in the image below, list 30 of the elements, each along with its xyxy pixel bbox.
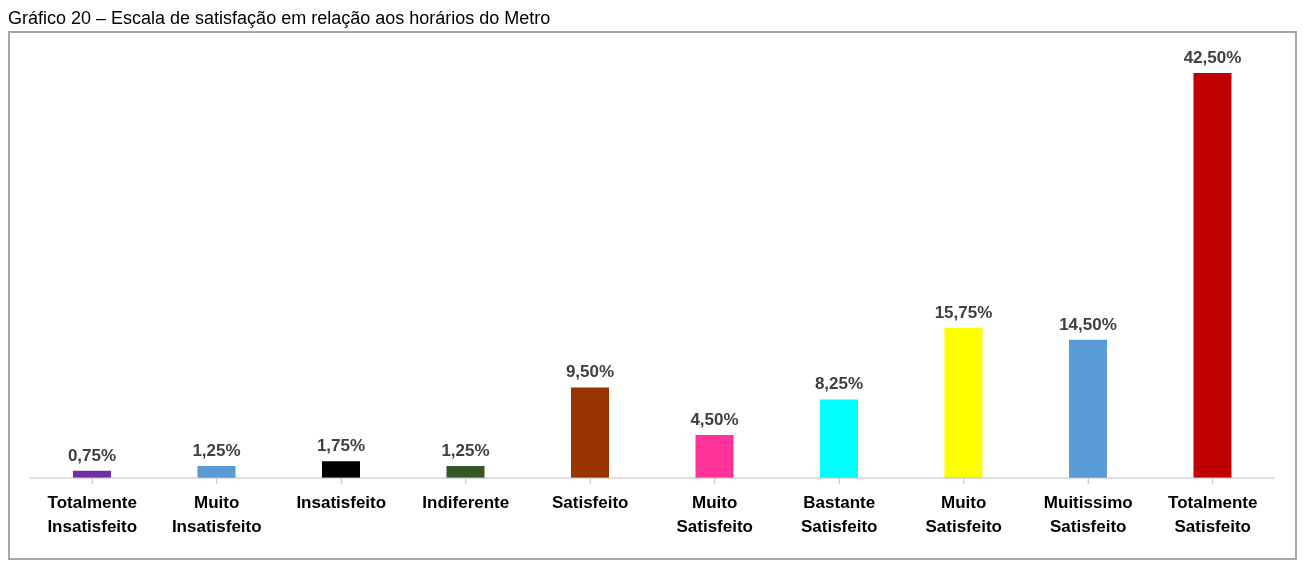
- x-tick-label: Muito Satisfeito: [676, 493, 754, 536]
- x-tick-label: Muito Satisfeito: [925, 493, 1003, 536]
- x-tick-label: Totalmente Satisfeito: [1168, 493, 1258, 536]
- x-tick-label: Totalmente Insatisfeito: [47, 493, 138, 536]
- x-tick-label: Satisfeito: [551, 493, 629, 512]
- bar: [820, 399, 858, 478]
- x-tick-label: Muitissimo Satisfeito: [1043, 493, 1133, 536]
- data-label: 1,75%: [316, 436, 366, 456]
- data-label: 8,25%: [814, 374, 864, 394]
- bar: [944, 327, 983, 478]
- data-label: 14,50%: [1059, 314, 1117, 334]
- bar: [695, 435, 734, 478]
- bar: [322, 461, 360, 478]
- data-label: 1,25%: [192, 441, 241, 461]
- bar: [1193, 73, 1232, 478]
- bar: [1069, 339, 1107, 478]
- bar: [446, 466, 485, 478]
- bar: [197, 466, 236, 478]
- data-label: 0,75%: [67, 445, 117, 465]
- x-tick-label: Insatisfeito: [296, 493, 387, 512]
- chart-title: Gráfico 20 – Escala de satisfação em relação aos horários do Metro: [8, 8, 552, 29]
- data-label: 42,50%: [1183, 48, 1242, 67]
- data-label: 15,75%: [934, 302, 993, 322]
- data-label: 1,25%: [441, 441, 490, 461]
- x-tick-label: Muito Insatisfeito: [171, 493, 262, 536]
- x-tick-label: Indiferente: [422, 493, 510, 512]
- data-label: 4,50%: [690, 410, 739, 430]
- data-label: 9,50%: [565, 362, 615, 382]
- x-tick-label: Bastante Satisfeito: [800, 493, 878, 536]
- bar: [571, 387, 609, 478]
